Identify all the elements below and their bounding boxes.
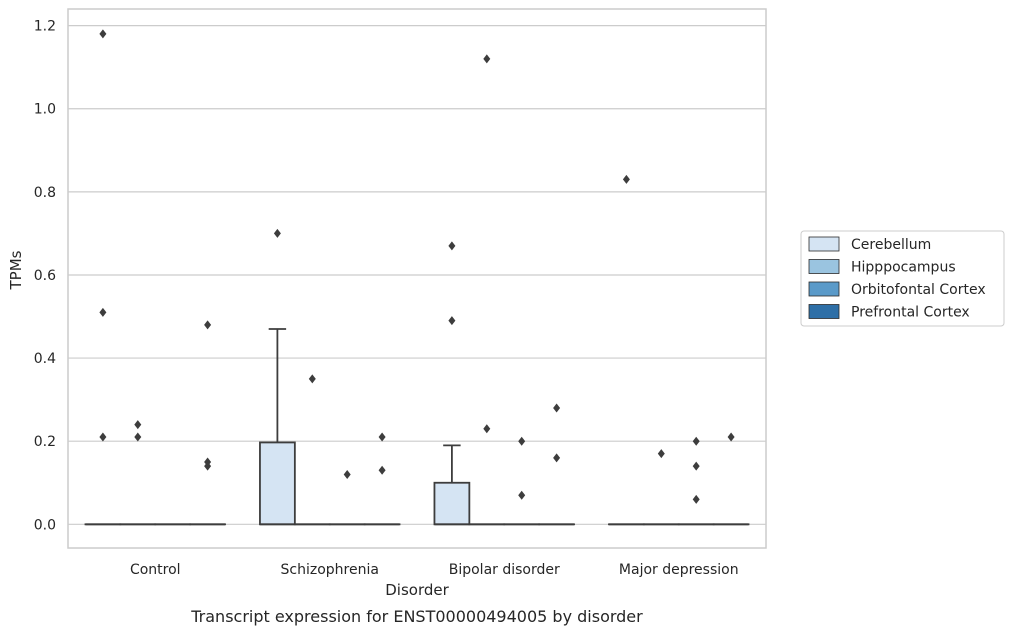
legend-label: Cerebellum xyxy=(851,237,931,253)
legend-swatch xyxy=(808,236,840,252)
box-cerebellum xyxy=(259,328,296,526)
y-tick-label: 0.0 xyxy=(34,517,56,533)
legend-swatch xyxy=(808,304,840,319)
box-body xyxy=(433,481,471,526)
x-tick-label: Control xyxy=(130,562,181,578)
y-tick-label: 0.6 xyxy=(34,268,56,284)
legend-swatch xyxy=(808,259,840,274)
outlier-point xyxy=(657,449,665,459)
outlier-point xyxy=(204,461,212,471)
x-axis-label: Disorder xyxy=(385,581,449,599)
outlier-point xyxy=(273,228,281,238)
outlier-point xyxy=(622,174,630,184)
y-tick-label: 0.2 xyxy=(34,434,56,450)
outlier-point xyxy=(134,420,142,430)
outlier-point xyxy=(692,494,700,504)
outlier-point xyxy=(518,490,526,500)
outlier-point xyxy=(448,316,456,326)
legend-label: Orbitofontal Cortex xyxy=(851,282,986,298)
outlier-point xyxy=(553,453,561,463)
x-tick-label: Bipolar disorder xyxy=(449,562,560,578)
legend-frame xyxy=(800,230,1005,327)
chart-caption: Transcript expression for ENST0000049400… xyxy=(190,607,643,626)
outlier-point xyxy=(692,436,700,446)
y-tick-label: 0.4 xyxy=(34,351,56,367)
gridlines xyxy=(68,25,766,525)
box-body xyxy=(259,441,296,526)
legend-label: Prefrontal Cortex xyxy=(851,305,970,321)
y-tick-label: 1.2 xyxy=(34,19,56,35)
outlier-point xyxy=(343,469,351,479)
outlier-point xyxy=(378,432,386,442)
y-tick-label: 0.8 xyxy=(34,185,56,201)
boxes xyxy=(84,328,750,526)
outlier-point xyxy=(553,403,561,413)
outlier-point xyxy=(308,374,316,384)
outlier-point xyxy=(518,436,526,446)
legend-label: Hipppocampus xyxy=(851,260,956,276)
outlier-points xyxy=(99,29,735,504)
outlier-point xyxy=(483,424,491,434)
outlier-point xyxy=(448,241,456,251)
plot-frame xyxy=(67,8,767,549)
outlier-point xyxy=(99,432,107,442)
outlier-point xyxy=(727,432,735,442)
outlier-point xyxy=(378,465,386,475)
outlier-point xyxy=(99,307,107,317)
x-tick-label: Major depression xyxy=(619,562,739,578)
y-tick-labels: 0.0 0.2 0.4 0.6 0.8 1.0 1.2 xyxy=(34,19,56,534)
x-tick-label: Schizophrenia xyxy=(281,562,379,578)
outlier-point xyxy=(134,432,142,442)
box-cerebellum xyxy=(433,444,471,526)
y-axis-label: TPMs xyxy=(7,250,25,290)
legend: Cerebellum Hipppocampus Orbitofontal Corte… xyxy=(800,230,1005,327)
outlier-point xyxy=(483,54,491,64)
legend-swatch xyxy=(808,281,840,297)
x-tick-labels: Control Schizophrenia Bipolar disorder Majo… xyxy=(130,562,739,578)
y-tick-label: 1.0 xyxy=(34,102,56,118)
outlier-point xyxy=(99,29,107,39)
outlier-point xyxy=(204,320,212,330)
outlier-point xyxy=(692,461,700,471)
